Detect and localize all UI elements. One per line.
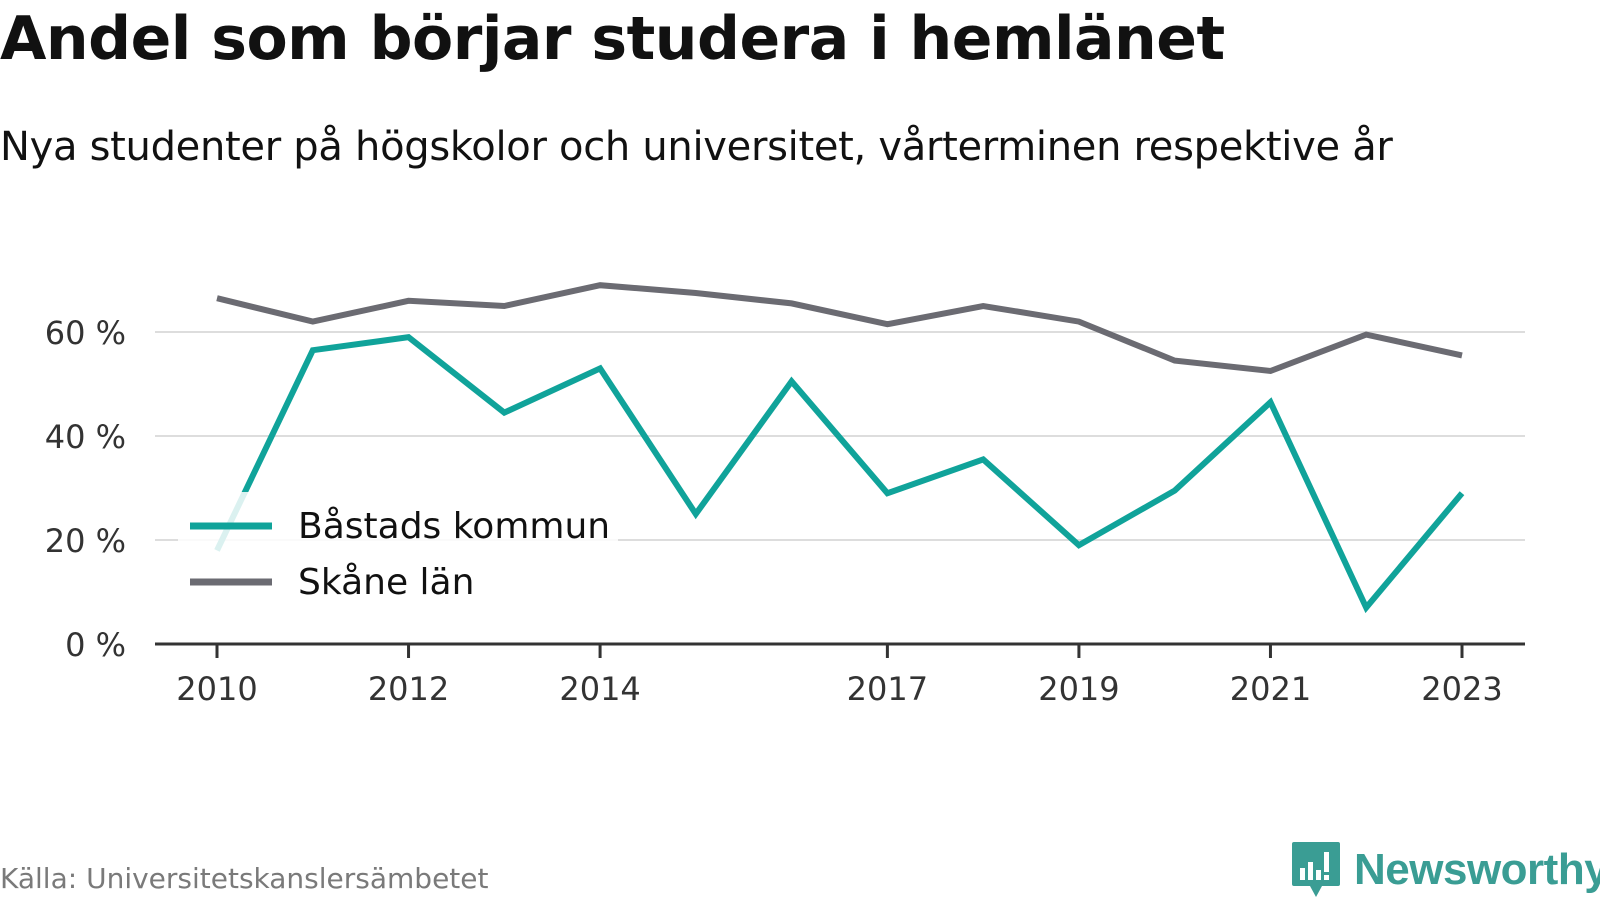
- x-tick-label: 2012: [368, 670, 449, 708]
- series-line-b-stads-kommun: [214, 334, 1465, 614]
- chart-subtitle: Nya studenter på högskolor och universit…: [0, 124, 1393, 170]
- brand-name: Newsworthy: [1354, 845, 1600, 894]
- y-tick-label: 0 %: [65, 626, 126, 664]
- y-tick-label: 40 %: [45, 418, 126, 456]
- y-axis-ticks: 0 % 20 % 40 % 60 %: [45, 314, 126, 664]
- brand-logo: Newsworthy: [1290, 840, 1600, 900]
- x-tick-label: 2014: [559, 670, 640, 708]
- series-lines: [214, 282, 1465, 614]
- x-tick-label: 2021: [1230, 670, 1311, 708]
- x-axis: 2010 2012 2014 2017 2019 2021 2023: [155, 642, 1525, 708]
- series-line-sk-ne-l-n: [216, 282, 1463, 375]
- x-tick-label: 2010: [176, 670, 257, 708]
- y-tick-label: 20 %: [45, 522, 126, 560]
- legend-label: Båstads kommun: [298, 506, 610, 547]
- x-tick-label: 2019: [1038, 670, 1119, 708]
- newsworthy-logo-icon: [1292, 842, 1340, 897]
- legend-label: Skåne län: [298, 562, 474, 603]
- source-note: Källa: Universitetskanslersämbetet: [0, 862, 489, 895]
- x-tick-label: 2017: [847, 670, 928, 708]
- x-tick-label: 2023: [1421, 670, 1502, 708]
- legend-background: [178, 492, 618, 616]
- chart-title: Andel som börjar studera i hemlänet: [0, 4, 1225, 74]
- legend: Båstads kommun Skåne län: [178, 492, 618, 616]
- y-tick-label: 60 %: [45, 314, 126, 352]
